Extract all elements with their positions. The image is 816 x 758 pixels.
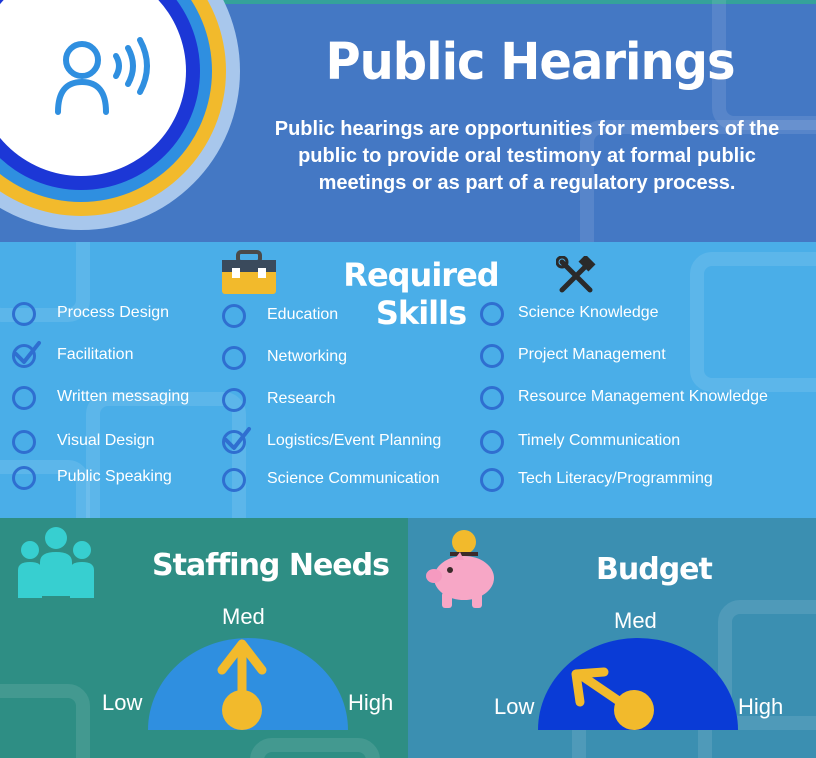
checkbox-unchecked[interactable] xyxy=(222,468,246,492)
decorative-square xyxy=(86,392,246,518)
skill-label: Science Knowledge xyxy=(518,304,659,321)
toolbox-icon xyxy=(222,250,276,294)
budget-high-label: High xyxy=(738,694,784,719)
checkbox-unchecked[interactable] xyxy=(480,468,504,492)
skill-label: Facilitation xyxy=(57,346,134,363)
checkbox-unchecked[interactable] xyxy=(12,386,36,410)
required-skills-section: Required Skills Process Design Facilitati… xyxy=(0,242,816,518)
checkbox-checked[interactable] xyxy=(12,344,36,368)
budget-title: Budget xyxy=(596,552,713,587)
checkbox-checked[interactable] xyxy=(222,430,246,454)
skill-label: Process Design xyxy=(57,304,170,321)
header-top-strip xyxy=(0,0,816,4)
checkbox-unchecked[interactable] xyxy=(480,386,504,410)
checkbox-unchecked[interactable] xyxy=(480,344,504,368)
decorative-square xyxy=(580,120,816,242)
staffing-low-label: Low xyxy=(102,690,143,715)
people-group-icon xyxy=(18,527,94,598)
header-section: Public Hearings Public hearings are oppo… xyxy=(0,0,816,242)
skill-label: Science Communication xyxy=(267,470,440,487)
page-title: Public Hearings xyxy=(325,32,735,92)
staffing-med-label: Med xyxy=(222,604,265,629)
checkbox-unchecked[interactable] xyxy=(222,346,246,370)
staffing-gauge-needle xyxy=(217,639,267,730)
checkbox-unchecked[interactable] xyxy=(12,302,36,326)
skill-label: Public Speaking xyxy=(57,468,172,485)
staffing-title: Staffing Needs xyxy=(152,548,390,583)
decorative-square xyxy=(250,738,380,758)
skill-label: Written messaging xyxy=(57,388,190,405)
budget-low-label: Low xyxy=(494,694,535,719)
skill-label: Logistics/Event Planning xyxy=(267,432,442,449)
budget-med-label: Med xyxy=(614,608,657,633)
budget-gauge-arc xyxy=(538,638,738,730)
staffing-gauge-arc xyxy=(148,638,348,730)
skill-label: Tech Literacy/Programming xyxy=(518,470,713,487)
skill-label: Project Management xyxy=(518,346,666,363)
hammer-wrench-icon xyxy=(556,256,596,293)
budget-gauge xyxy=(538,638,738,730)
checkbox-unchecked[interactable] xyxy=(480,430,504,454)
skill-label: Networking xyxy=(267,348,348,365)
checkbox-unchecked[interactable] xyxy=(12,430,36,454)
skill-label: Resource Management Knowledge xyxy=(518,388,768,405)
check-icon xyxy=(224,427,251,450)
decorative-square xyxy=(0,684,90,758)
checkbox-unchecked[interactable] xyxy=(480,302,504,326)
staffing-high-label: High xyxy=(348,690,394,715)
decorative-square xyxy=(712,0,816,130)
check-icon xyxy=(14,341,41,364)
skills-title: Required Skills xyxy=(343,256,499,332)
page-description: Public hearings are opportunities for me… xyxy=(274,118,780,194)
staffing-needs-panel: Staffing Needs Med Low High xyxy=(0,518,408,758)
skill-label: Timely Communication xyxy=(518,432,681,449)
decorative-square xyxy=(690,252,816,392)
person-speaking-icon xyxy=(55,37,150,115)
checkbox-unchecked[interactable] xyxy=(222,304,246,328)
budget-gauge-needle xyxy=(571,667,654,730)
piggy-bank-icon xyxy=(426,530,494,608)
skill-label: Visual Design xyxy=(57,432,155,449)
skill-label: Education xyxy=(267,306,339,323)
budget-panel: Budget Med Low High xyxy=(408,518,816,758)
checkbox-unchecked[interactable] xyxy=(12,466,36,490)
checkbox-unchecked[interactable] xyxy=(222,388,246,412)
skill-label: Research xyxy=(267,390,336,407)
staffing-gauge xyxy=(148,638,348,730)
